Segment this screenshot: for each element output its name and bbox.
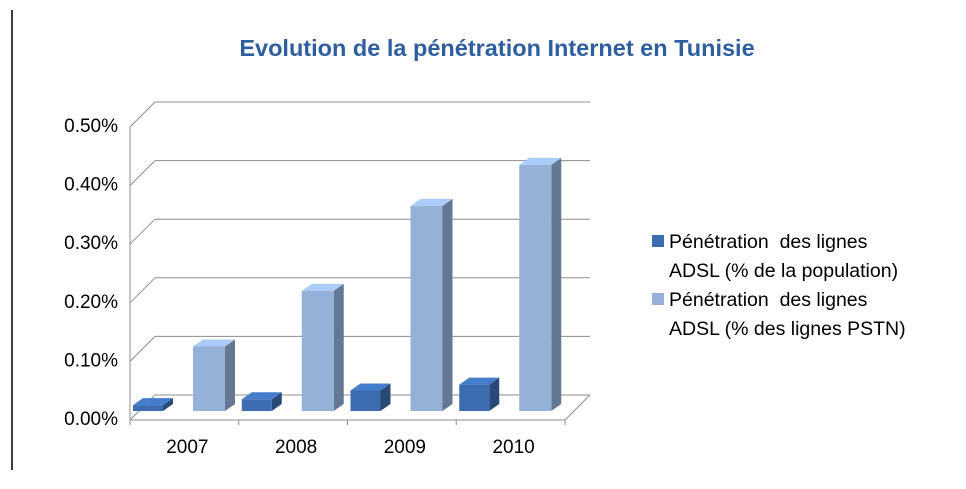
grid-line <box>129 336 156 362</box>
bar-front <box>519 164 552 411</box>
bar-side <box>225 339 235 411</box>
legend-item: Pénétration des lignes ADSL (% des ligne… <box>652 286 906 344</box>
bar-top <box>193 339 235 347</box>
bar-front <box>241 399 272 411</box>
x-tick-label: 2010 <box>492 437 534 458</box>
grid-line <box>129 160 156 186</box>
grid-line <box>129 277 156 304</box>
legend-item: Pénétration des lignes ADSL (% de la pop… <box>652 228 898 286</box>
bar-top <box>241 392 282 400</box>
legend-label: Pénétration des lignes ADSL (% des ligne… <box>669 289 906 340</box>
y-tick-label: 0.20% <box>64 292 118 313</box>
bar-top <box>410 198 453 206</box>
floor-edge <box>564 394 591 421</box>
y-tick-label: 0.50% <box>64 116 118 137</box>
legend-swatch <box>652 235 664 247</box>
bar-top <box>519 157 562 165</box>
legend-swatch <box>652 293 664 305</box>
bar <box>350 383 391 411</box>
y-tick-label: 0.40% <box>64 175 118 196</box>
x-tick-label: 2007 <box>166 437 208 458</box>
grid-line <box>129 101 156 128</box>
bar-top <box>459 377 500 385</box>
grid-line <box>129 218 156 245</box>
y-tick-label: 0.30% <box>64 233 118 254</box>
bar-front <box>350 390 381 411</box>
bar <box>459 377 500 411</box>
x-tick-label: 2008 <box>275 437 317 458</box>
bar-side <box>442 198 453 411</box>
x-tick-label: 2009 <box>384 437 426 458</box>
bar <box>410 198 453 411</box>
bar-side <box>333 283 344 411</box>
bar-top <box>301 283 344 291</box>
bar <box>301 283 344 411</box>
bar-front <box>193 346 225 411</box>
bar-side <box>380 383 391 411</box>
bar-side <box>551 157 562 411</box>
y-tick-label: 0.00% <box>64 409 118 430</box>
y-tick-label: 0.10% <box>64 350 118 371</box>
bar-front <box>301 290 334 411</box>
bar-top <box>350 383 391 391</box>
bar-front <box>133 405 163 411</box>
bar <box>241 392 282 411</box>
bar-front <box>410 205 443 411</box>
bar-side <box>163 398 173 411</box>
bar <box>193 339 235 411</box>
bar-side <box>271 392 282 411</box>
bar-side <box>489 377 500 411</box>
bar-top <box>133 398 173 406</box>
bar <box>519 157 562 411</box>
chart-title: Evolution de la pénétration Internet en … <box>239 35 754 61</box>
bar-front <box>459 384 490 411</box>
legend-label: Pénétration des lignes ADSL (% de la pop… <box>669 231 899 282</box>
bar <box>133 398 173 411</box>
